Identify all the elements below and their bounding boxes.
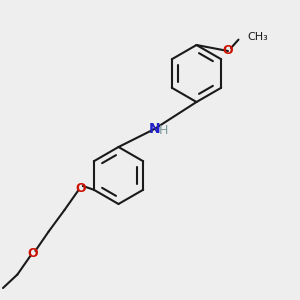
- Text: O: O: [223, 44, 233, 58]
- Text: CH₃: CH₃: [247, 32, 268, 42]
- Text: H: H: [159, 124, 168, 137]
- Text: N: N: [149, 122, 160, 136]
- Text: O: O: [28, 247, 38, 260]
- Text: O: O: [75, 182, 86, 195]
